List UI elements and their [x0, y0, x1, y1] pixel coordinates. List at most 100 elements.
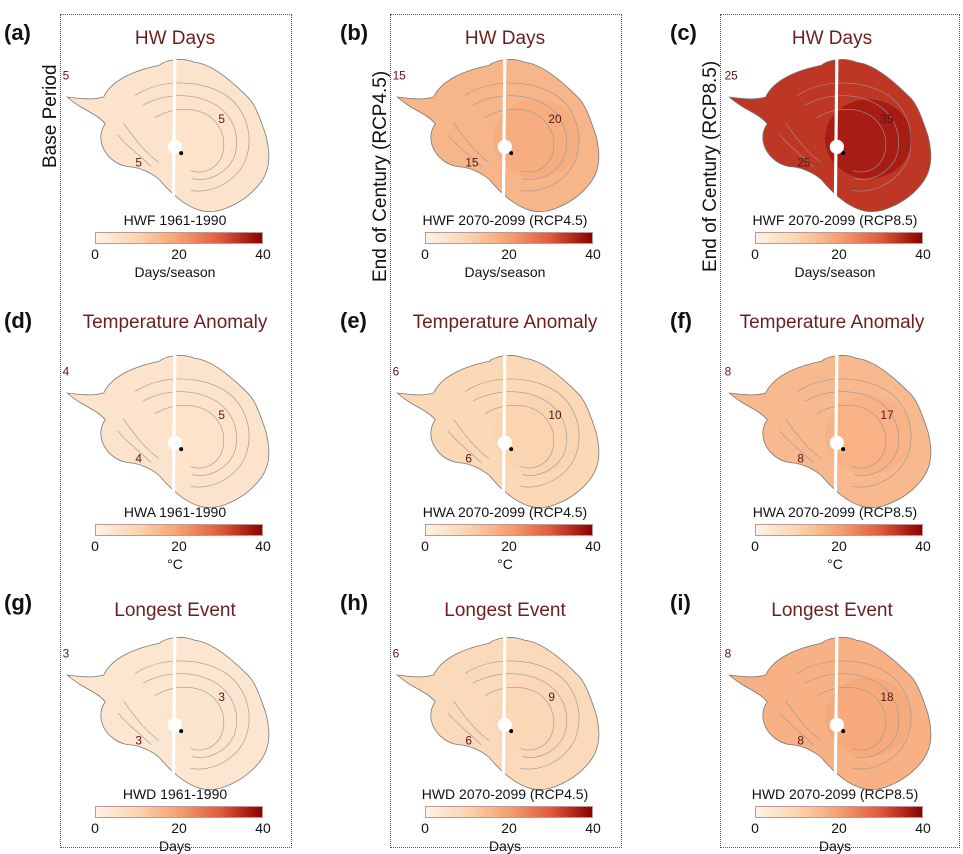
panel-g: (g) Longest Event 3 3 3 HWD 1961-1990 0 20 40 Day…: [0, 570, 300, 854]
meridian-gap: [171, 633, 177, 789]
interior-shading: [163, 677, 250, 757]
contour-line: [453, 700, 490, 741]
contour-line: [816, 404, 887, 469]
colorbar-tick: 0: [421, 246, 429, 262]
colorbar-title: HWF 2070-2099 (RCP4.5): [422, 212, 588, 228]
value-label-west: 5: [135, 156, 142, 170]
colorbar-tick: 0: [421, 538, 429, 554]
colorbar-tick: 0: [751, 820, 759, 836]
station-marker: [179, 151, 184, 156]
panel-e: (e) Temperature Anomaly 6 10 6 HWA 2070-2099 …: [330, 288, 630, 572]
contour-line: [805, 391, 900, 476]
colorbar: [755, 524, 923, 536]
colorbar-tick: 20: [501, 538, 517, 554]
colorbar-unit: Days/season: [134, 264, 216, 280]
value-label-east: 10: [548, 408, 562, 422]
colorbar-title: HWD 2070-2099 (RCP8.5): [751, 786, 919, 802]
colorbar: [425, 806, 593, 818]
station-marker: [179, 729, 184, 734]
value-label-east: 5: [218, 408, 225, 422]
colorbar-tick: 20: [831, 246, 847, 262]
interior-shading: [163, 99, 250, 179]
antarctica-map: 6 9 6: [393, 633, 600, 791]
colorbar-tick: 0: [91, 820, 99, 836]
meridian-gap: [501, 55, 507, 211]
station-marker: [841, 151, 846, 156]
meridian-gap: [171, 351, 177, 507]
value-label-peninsula: 8: [725, 365, 732, 379]
colorbar-tick: 0: [421, 820, 429, 836]
contour-line: [816, 108, 887, 173]
value-label-peninsula: 6: [393, 647, 400, 661]
contour-line: [453, 122, 490, 163]
panel-letter: (b): [340, 20, 369, 45]
contour-line: [473, 391, 568, 476]
colorbar-tick: 0: [91, 538, 99, 554]
contour-line: [779, 430, 814, 463]
colorbar-title: HWA 2070-2099 (RCP4.5): [422, 504, 588, 520]
contour-line: [785, 122, 822, 163]
antarctica-map: 3 3 3: [63, 633, 270, 791]
colorbar-tick: 40: [915, 820, 931, 836]
colorbar-unit: Days: [819, 838, 851, 854]
value-label-west: 25: [797, 156, 811, 170]
antarctica-map: 15 20 15: [393, 55, 600, 213]
panel-letter: (d): [4, 308, 33, 333]
colorbar-tick: 20: [171, 246, 187, 262]
colorbar-tick: 0: [91, 246, 99, 262]
colorbar-tick: 20: [831, 820, 847, 836]
contour-line: [785, 700, 822, 741]
contour-line: [123, 122, 160, 163]
contour-line: [447, 430, 482, 463]
station-marker: [841, 729, 846, 734]
interior-shading: [493, 677, 580, 757]
value-label-east: 9: [548, 690, 555, 704]
colorbar: [95, 232, 263, 244]
colorbar: [425, 524, 593, 536]
colorbar-title: HWF 1961-1990: [123, 212, 227, 228]
contour-line: [117, 134, 152, 167]
meridian-gap: [833, 55, 839, 211]
colorbar: [755, 806, 923, 818]
contour-line: [143, 391, 238, 476]
meridian-gap: [501, 351, 507, 507]
value-label-west: 6: [465, 734, 472, 748]
contour-line: [154, 404, 225, 469]
panel-title: Longest Event: [114, 600, 236, 621]
colorbar: [755, 232, 923, 244]
value-label-peninsula: 25: [725, 69, 739, 83]
panel-c: (c) HW Days 25 35 25 HWF 2070-2099 (RCP8.5) 0 2…: [660, 0, 960, 280]
colorbar-tick: 40: [915, 246, 931, 262]
colorbar-unit: Days/season: [794, 264, 876, 280]
colorbar-tick: 20: [171, 820, 187, 836]
panel-title: Temperature Anomaly: [82, 312, 268, 333]
pole-hole: [829, 139, 844, 154]
colorbar-unit: Days/season: [464, 264, 546, 280]
contour-line: [123, 418, 160, 459]
panel-title: HW Days: [134, 28, 216, 49]
station-marker: [179, 447, 184, 452]
colorbar-tick: 40: [585, 246, 601, 262]
value-label-west: 3: [135, 734, 142, 748]
panel-title: Longest Event: [771, 600, 893, 621]
contour-line: [143, 95, 238, 180]
interior-shading: [825, 677, 912, 757]
contour-line: [484, 404, 555, 469]
value-label-peninsula: 15: [393, 69, 407, 83]
value-label-west: 8: [797, 734, 804, 748]
colorbar-title: HWA 2070-2099 (RCP8.5): [752, 504, 918, 520]
pole-hole: [497, 435, 512, 450]
interior-shading: [493, 99, 580, 179]
station-marker: [509, 729, 514, 734]
contour-line: [805, 95, 900, 180]
colorbar: [425, 232, 593, 244]
station-marker: [841, 447, 846, 452]
pole-hole: [167, 435, 182, 450]
contour-line: [154, 686, 225, 751]
panel-letter: (f): [670, 308, 692, 333]
contour-line: [779, 712, 814, 745]
colorbar-tick: 40: [585, 538, 601, 554]
pole-hole: [829, 717, 844, 732]
panel-b: (b) HW Days 15 20 15 HWF 2070-2099 (RCP4.5) 0 2…: [330, 0, 630, 280]
pole-hole: [497, 139, 512, 154]
